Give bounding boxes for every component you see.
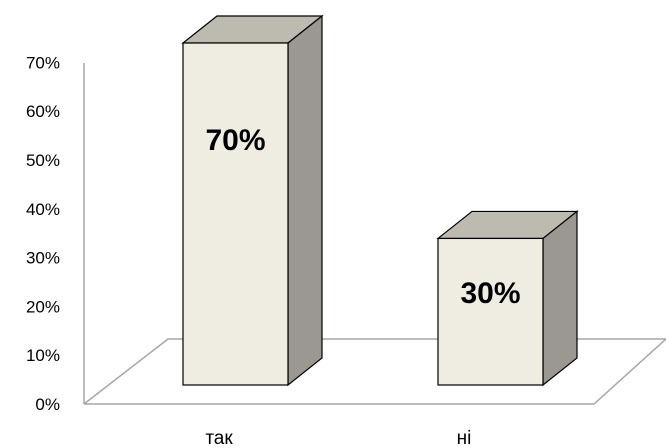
- data-label: 30%: [460, 277, 520, 310]
- bar: [181, 14, 324, 387]
- y-tick-label: 30%: [26, 249, 60, 268]
- bar-side-face: [287, 14, 323, 387]
- y-tick-label: 10%: [26, 346, 60, 365]
- data-labels: 70% 30%: [205, 124, 520, 310]
- y-tick-label: 60%: [26, 102, 60, 121]
- y-tick-label: 70%: [26, 53, 60, 72]
- bar-front-face: [437, 237, 544, 386]
- bar: [436, 210, 579, 387]
- y-tick-label: 20%: [26, 297, 60, 316]
- y-tick-labels: 0% 10% 20% 30% 40% 50% 60% 70%: [26, 53, 60, 414]
- bars: [181, 14, 579, 387]
- y-tick-label: 50%: [26, 151, 60, 170]
- y-tick-label: 40%: [26, 200, 60, 219]
- data-label: 70%: [205, 124, 265, 157]
- category-labels: так ні: [205, 428, 471, 448]
- y-tick-label: 0%: [35, 395, 60, 414]
- bar-side-face: [542, 210, 578, 387]
- floor-outline: [83, 338, 666, 405]
- category-label: ні: [457, 428, 472, 448]
- category-label: так: [205, 428, 233, 448]
- axis-layer: [83, 63, 666, 405]
- bar-front-face: [182, 42, 289, 386]
